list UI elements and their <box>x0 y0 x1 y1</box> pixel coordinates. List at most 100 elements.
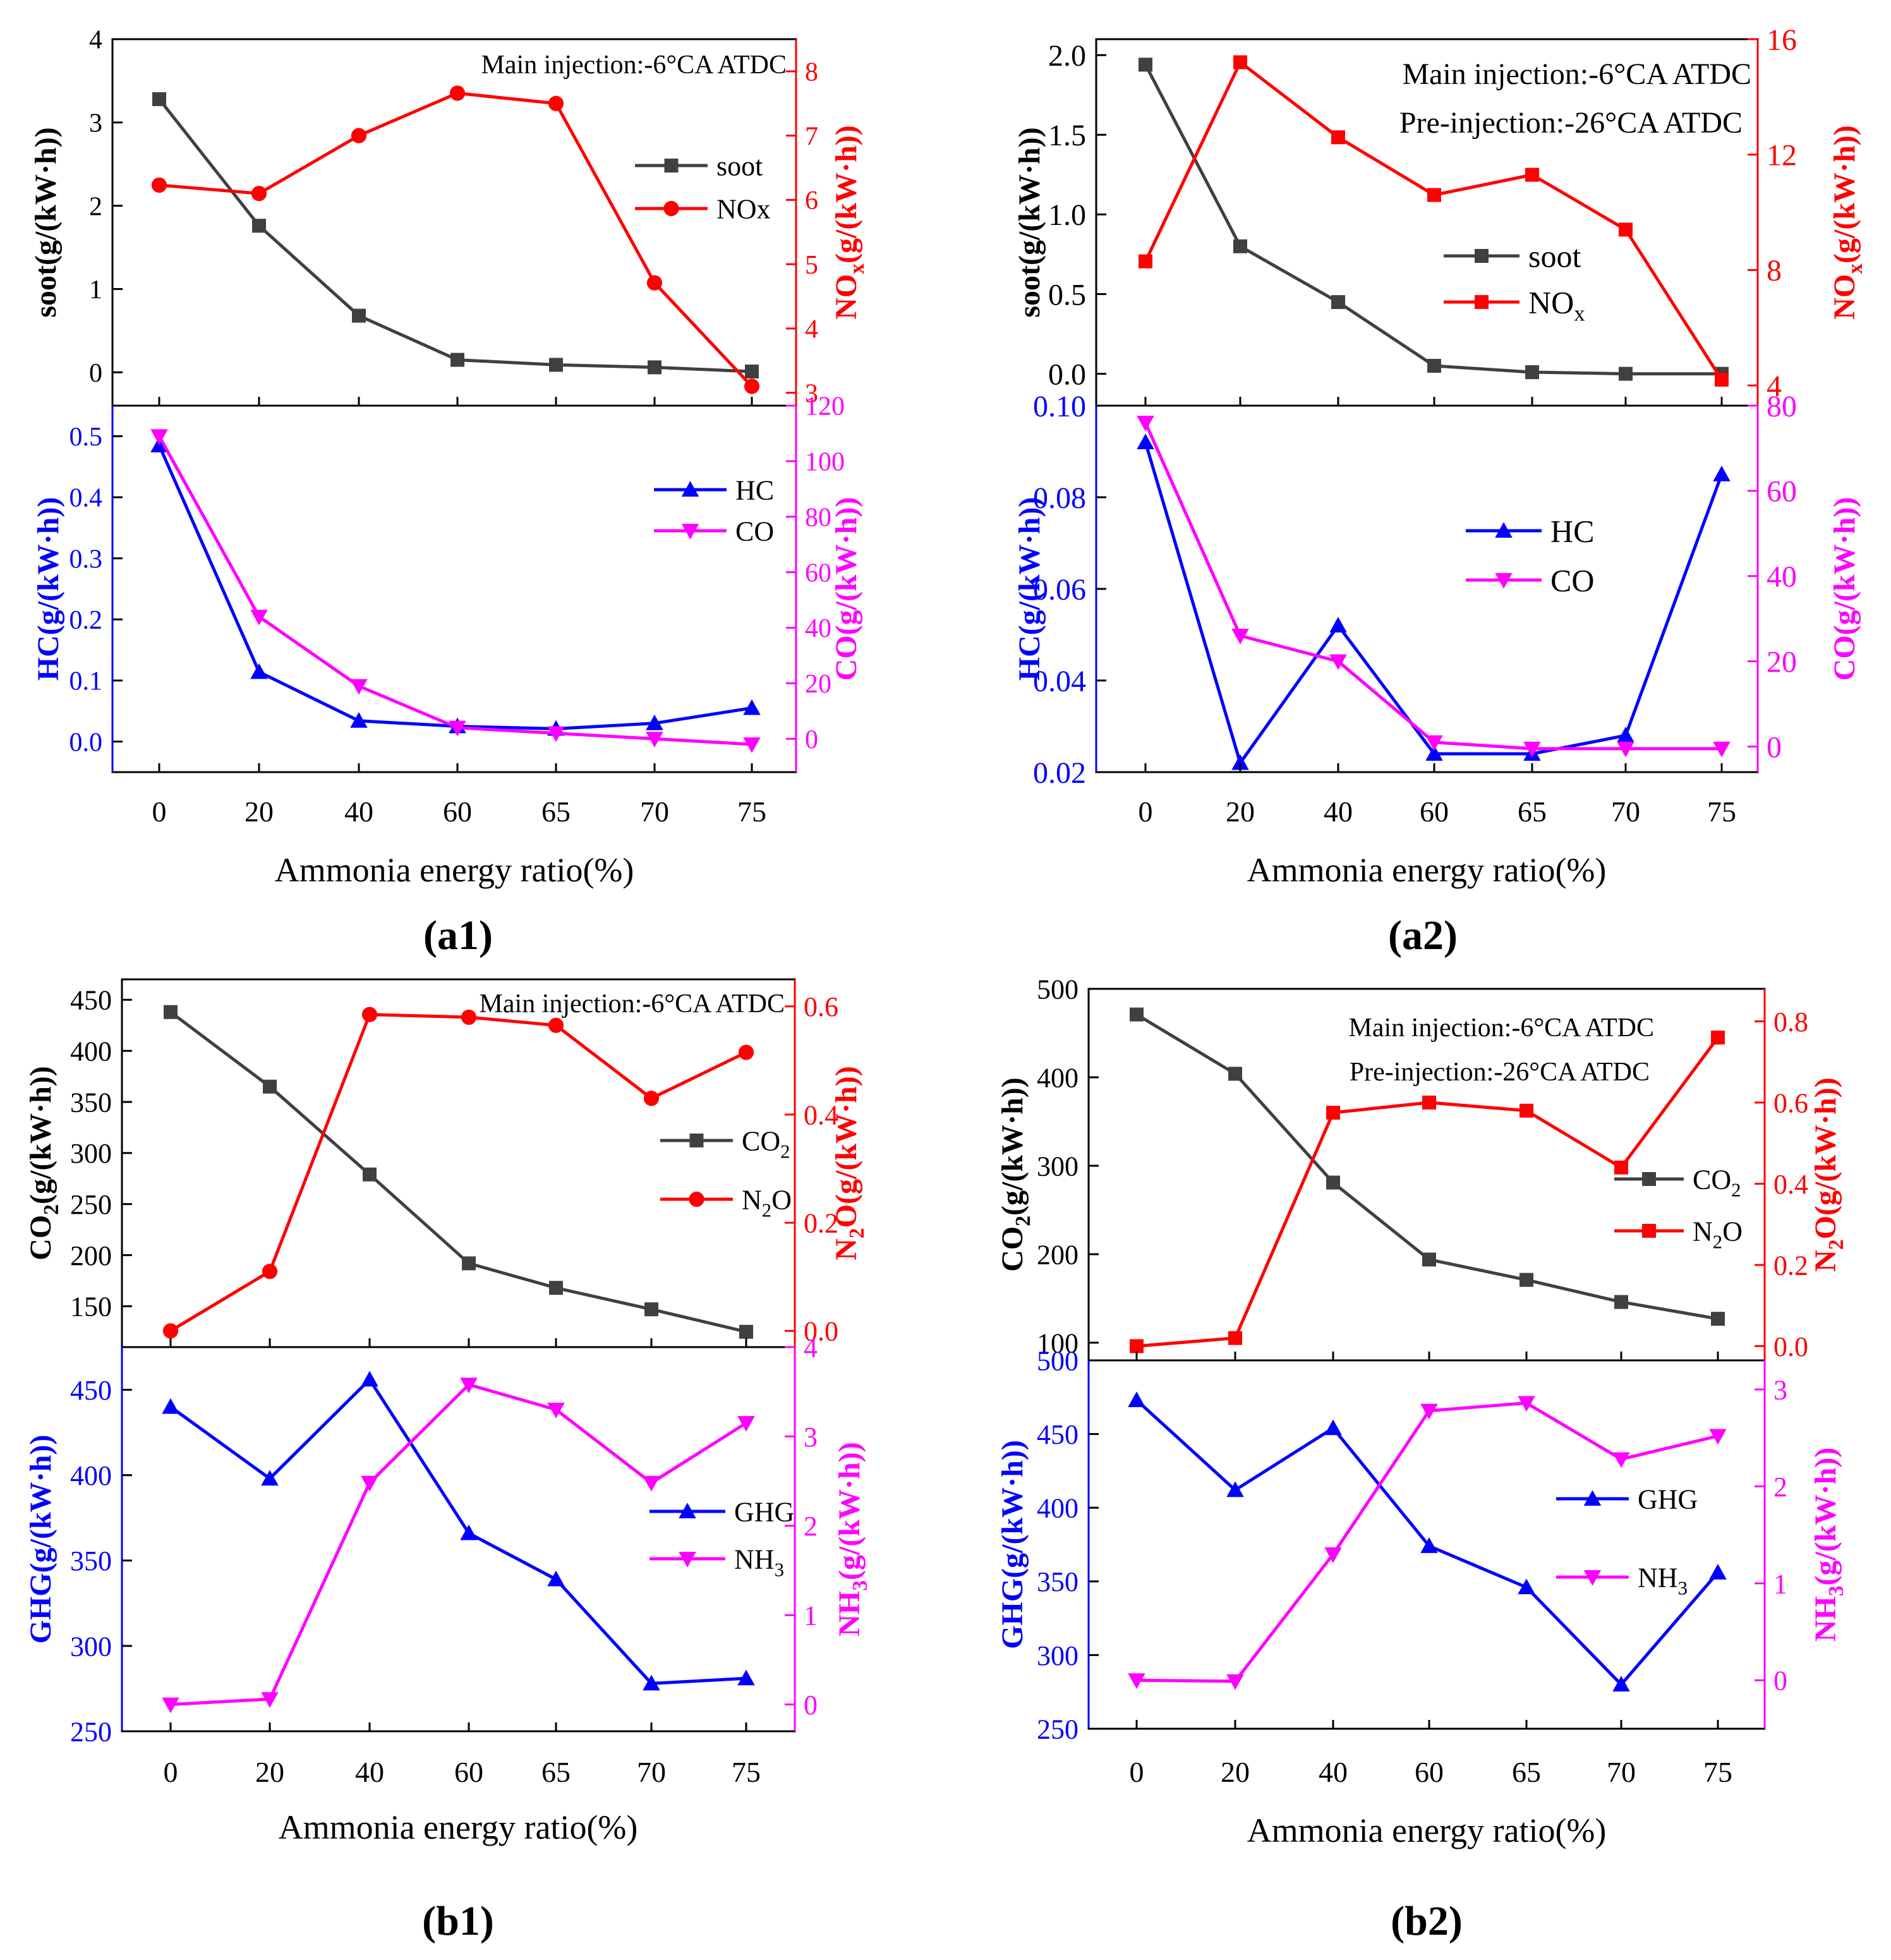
a2-p0-right-axis-label-sub: x <box>1844 263 1867 274</box>
b2-p0-legend-marker <box>1642 1224 1656 1238</box>
a1-p1-left-tick-label: 0.4 <box>69 484 103 513</box>
b1-p0-left-tick-label: 400 <box>70 1036 112 1067</box>
a1-p1-left-tick-label: 0.2 <box>69 606 103 635</box>
a1-p0-right-tick-label: 7 <box>805 122 818 151</box>
b1-p0-series-N2O-point <box>361 1007 378 1022</box>
a1-p1-left-tick-label: 0.0 <box>69 728 103 757</box>
a2-x-tick-label: 75 <box>1707 795 1736 828</box>
chart-b1-bottom-frame <box>121 1346 796 1733</box>
b1-x-tick-label: 70 <box>637 1756 666 1788</box>
b2-p0-series-N2O-point <box>1422 1095 1436 1110</box>
a1-p1-series-HC-point <box>743 699 761 715</box>
a1-p1-right-axis-label-main: CO(g/(kW·h)) <box>830 497 863 681</box>
b2-p0-left-axis-label-sub: 2 <box>1012 1216 1035 1226</box>
a1-p0-left-tick-label: 0 <box>89 359 102 388</box>
a1-p0-legend-label-main: soot <box>716 150 763 181</box>
b2-p1-right-tick-label: 2 <box>1773 1472 1787 1503</box>
a2-p0-right-tick-label: 4 <box>1767 370 1782 403</box>
a1-p1-series-HC-point <box>646 714 663 730</box>
a1-p1-series-CO-point <box>547 726 565 742</box>
b1-p0-right-tick-label: 0.0 <box>804 1316 838 1347</box>
b2-p0-right-axis-label-sub: 2 <box>1825 1239 1848 1250</box>
a2-p0-series-NOx-point <box>1525 167 1539 182</box>
a1-p1-left-axis-label: HC(g/(kW·h)) <box>32 497 65 681</box>
chart-b1-xlabel: Ammonia energy ratio(%) <box>279 1808 638 1846</box>
b1-p0-series-CO2-point <box>462 1256 476 1271</box>
b1-x-tick-label: 75 <box>732 1756 761 1788</box>
b1-p1-right-tick-label: 3 <box>804 1422 818 1453</box>
a2-p1-legend-marker <box>1495 573 1513 589</box>
a2-p0-right-axis-label: NOx(g/(kW·h)) <box>1828 125 1867 319</box>
b2-p0-legend-label-main: CO <box>1693 1164 1731 1195</box>
b1-p1-series-GHG-point <box>460 1524 478 1540</box>
b1-p0-right-tick-label: 0.6 <box>804 991 838 1022</box>
chart-b2-xaxis: 0 20 40 60 65 70 75 <box>1130 1352 1732 1788</box>
a1-p0-left-tick-label: 3 <box>89 109 102 138</box>
b1-x-tick-label: 65 <box>541 1756 571 1788</box>
a1-p0-legend-marker <box>663 200 679 217</box>
a2-p1-series-HC-point <box>1137 433 1154 449</box>
b2-p0-legend-label-sub: 2 <box>1713 1231 1722 1252</box>
b2-p0-series-CO2-point <box>1326 1175 1340 1190</box>
b1-p0-legend-label: CO2 <box>742 1125 790 1162</box>
a1-p0-legend-label: soot <box>716 150 763 181</box>
chart-a2-xaxis: 0 20 40 60 65 70 75 <box>1139 397 1736 828</box>
b1-p1-legend-marker <box>679 1552 696 1568</box>
b2-p0-series-N2O-point <box>1519 1103 1533 1118</box>
b2-p1-series-GHG-point <box>1324 1419 1342 1436</box>
a1-p0-series-soot-point <box>450 353 464 367</box>
a1-p1-right-tick-label: 80 <box>805 503 831 532</box>
b1-p0-legend-label-main: CO <box>742 1125 780 1156</box>
a1-p0-right-axis-label: NOx(g/(kW·h)) <box>830 125 869 319</box>
b2-p0-legend-label-sub: 2 <box>1731 1179 1741 1201</box>
a1-p0-right-tick-label: 3 <box>805 379 818 408</box>
a1-x-tick-label: 0 <box>152 795 167 828</box>
a2-p1-right-axis-label-main: CO(g/(kW·h)) <box>1828 497 1861 681</box>
a1-p1-legend-label: HC <box>735 475 774 505</box>
b2-p1-legend-marker <box>1583 1490 1602 1506</box>
b2-p1-series-GHG-point <box>1420 1537 1438 1553</box>
b2-p0-legend-label-after: O <box>1722 1216 1743 1247</box>
b1-p0-series-CO2-point <box>644 1302 658 1317</box>
b2-p1-right-axis-label-sub: 3 <box>1825 1585 1848 1596</box>
a2-x-tick-label: 65 <box>1518 795 1547 828</box>
chart-a2-panel-label: (a2) <box>1388 912 1458 959</box>
a2-p1-series-CO-point <box>1617 741 1634 758</box>
a1-p0-legend-label: NOx <box>716 193 771 224</box>
chart-a1-panel-label: (a1) <box>423 912 493 959</box>
b2-x-tick-label: 40 <box>1319 1756 1348 1788</box>
b2-p1-legend-label: NH3 <box>1638 1562 1688 1599</box>
b2-p1-left-tick-label: 500 <box>1037 1345 1078 1376</box>
b1-p1-series-NH3-point <box>261 1692 279 1708</box>
a1-p0-right-tick-label: 6 <box>805 186 818 215</box>
b2-p0-series-N2O-point <box>1228 1331 1242 1345</box>
b2-p1-right-tick-label: 3 <box>1773 1374 1787 1405</box>
a2-p0-series-NOx-point <box>1427 188 1441 202</box>
a2-p1-right-tick-label: 0 <box>1767 730 1782 764</box>
b2-p0-series-N2O-point <box>1614 1160 1628 1175</box>
b1-p1-left-tick-label: 250 <box>70 1716 112 1747</box>
a1-x-tick-label: 75 <box>737 795 766 828</box>
b2-p0-left-tick-label: 400 <box>1037 1062 1078 1093</box>
b2-p0-series-N2O-point <box>1326 1106 1340 1120</box>
b2-x-tick-label: 20 <box>1221 1756 1250 1788</box>
a2-p0-right-tick-label: 16 <box>1767 23 1797 57</box>
b1-p1-right-axis-label-sub: 3 <box>849 1580 872 1591</box>
b1-p1-series-NH3-point <box>460 1377 478 1394</box>
b1-p0-right-axis-label-rest: O(g/(kW·h)) <box>830 1066 863 1228</box>
a1-p0-left-tick-label: 2 <box>89 192 102 221</box>
a2-p0-legend-marker <box>1475 295 1489 309</box>
a2-p0-series-soot-point <box>1525 365 1539 380</box>
a2-p1-right-tick-label: 60 <box>1767 475 1797 509</box>
a1-p0-series-NOx-point <box>744 378 760 394</box>
a2-p1-right-axis-label: CO(g/(kW·h)) <box>1828 497 1861 681</box>
b1-p1-left-tick-label: 300 <box>70 1631 112 1662</box>
a1-p0-right-axis-label-main: NO <box>830 274 863 320</box>
chart-b1-top-frame <box>121 978 796 1348</box>
b2-p1-left-tick-label: 350 <box>1037 1566 1078 1597</box>
b1-p0-left-tick-label: 450 <box>70 985 112 1016</box>
a2-p0-series-NOx-point <box>1139 254 1152 269</box>
